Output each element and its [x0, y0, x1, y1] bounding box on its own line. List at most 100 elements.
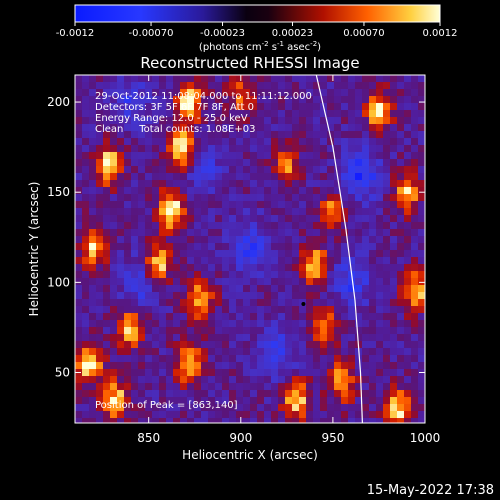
heatmap-cell	[271, 82, 279, 90]
heatmap-cell	[341, 222, 349, 230]
heatmap-cell	[173, 166, 181, 174]
heatmap-cell	[348, 110, 356, 118]
heatmap-cell	[257, 159, 265, 167]
heatmap-cell	[355, 159, 363, 167]
heatmap-cell	[187, 229, 195, 237]
heatmap-cell	[313, 390, 321, 398]
heatmap-cell	[215, 243, 223, 251]
heatmap-cell	[376, 208, 384, 216]
heatmap-cell	[278, 96, 286, 104]
heatmap-cell	[180, 313, 188, 321]
heatmap-cell	[362, 117, 370, 125]
heatmap-cell	[131, 327, 139, 335]
heatmap-cell	[180, 376, 188, 384]
heatmap-cell	[264, 404, 272, 412]
heatmap-cell	[369, 355, 377, 363]
heatmap-cell	[362, 131, 370, 139]
heatmap-cell	[257, 110, 265, 118]
heatmap-cell	[334, 397, 342, 405]
heatmap-cell	[236, 138, 244, 146]
heatmap-cell	[131, 89, 139, 97]
heatmap-cell	[187, 173, 195, 181]
heatmap-cell	[138, 404, 146, 412]
heatmap-cell	[124, 278, 132, 286]
heatmap-cell	[208, 194, 216, 202]
heatmap-cell	[292, 390, 300, 398]
heatmap-cell	[383, 131, 391, 139]
heatmap-cell	[208, 131, 216, 139]
heatmap-cell	[138, 278, 146, 286]
heatmap-cell	[152, 138, 160, 146]
heatmap-cell	[187, 208, 195, 216]
heatmap-cell	[229, 341, 237, 349]
heatmap-cell	[313, 411, 321, 419]
heatmap-cell	[159, 82, 167, 90]
heatmap-cell	[159, 383, 167, 391]
heatmap-cell	[166, 341, 174, 349]
heatmap-cell	[411, 180, 419, 188]
heatmap-cell	[362, 369, 370, 377]
heatmap-cell	[173, 264, 181, 272]
heatmap-cell	[355, 173, 363, 181]
heatmap-cell	[418, 145, 425, 153]
heatmap-cell	[320, 75, 328, 83]
heatmap-cell	[278, 103, 286, 111]
heatmap-cell	[243, 362, 251, 370]
heatmap-cell	[243, 124, 251, 132]
heatmap-cell	[299, 159, 307, 167]
heatmap-cell	[222, 264, 230, 272]
heatmap-cell	[194, 124, 202, 132]
heatmap-cell	[201, 201, 209, 209]
heatmap-cell	[320, 264, 328, 272]
heatmap-cell	[341, 194, 349, 202]
heatmap-cell	[348, 362, 356, 370]
heatmap-cell	[208, 138, 216, 146]
heatmap-cell	[285, 243, 293, 251]
heatmap-cell	[355, 89, 363, 97]
heatmap-cell	[187, 96, 195, 104]
heatmap-cell	[348, 334, 356, 342]
heatmap-cell	[103, 376, 111, 384]
heatmap-cell	[278, 250, 286, 258]
heatmap-cell	[411, 404, 419, 412]
heatmap-cell	[404, 131, 412, 139]
heatmap-cell	[376, 264, 384, 272]
heatmap-cell	[138, 355, 146, 363]
heatmap-cell	[117, 201, 125, 209]
heatmap-cell	[117, 250, 125, 258]
heatmap-cell	[82, 292, 90, 300]
heatmap-cell	[362, 75, 370, 83]
heatmap-cell	[124, 229, 132, 237]
heatmap-cell	[313, 383, 321, 391]
heatmap-cell	[250, 166, 258, 174]
heatmap-cell	[418, 299, 425, 307]
heatmap-cell	[404, 250, 412, 258]
heatmap-cell	[355, 397, 363, 405]
heatmap-cell	[369, 187, 377, 195]
heatmap-cell	[117, 418, 125, 423]
heatmap-cell	[285, 131, 293, 139]
heatmap-cell	[96, 208, 104, 216]
heatmap-cell	[222, 348, 230, 356]
heatmap-cell	[110, 250, 118, 258]
heatmap-cell	[271, 222, 279, 230]
heatmap-cell	[243, 138, 251, 146]
heatmap-cell	[397, 152, 405, 160]
heatmap-cell	[159, 390, 167, 398]
heatmap-cell	[355, 215, 363, 223]
heatmap-cell	[313, 82, 321, 90]
heatmap-cell	[390, 89, 398, 97]
heatmap-cell	[348, 194, 356, 202]
heatmap-cell	[278, 299, 286, 307]
heatmap-cell	[222, 257, 230, 265]
heatmap-cell	[278, 82, 286, 90]
heatmap-cell	[264, 173, 272, 181]
heatmap-cell	[215, 96, 223, 104]
heatmap-cell	[264, 82, 272, 90]
heatmap-cell	[278, 89, 286, 97]
heatmap-cell	[229, 397, 237, 405]
heatmap-cell	[257, 418, 265, 423]
heatmap-cell	[334, 159, 342, 167]
heatmap-cell	[180, 194, 188, 202]
heatmap-cell	[362, 257, 370, 265]
